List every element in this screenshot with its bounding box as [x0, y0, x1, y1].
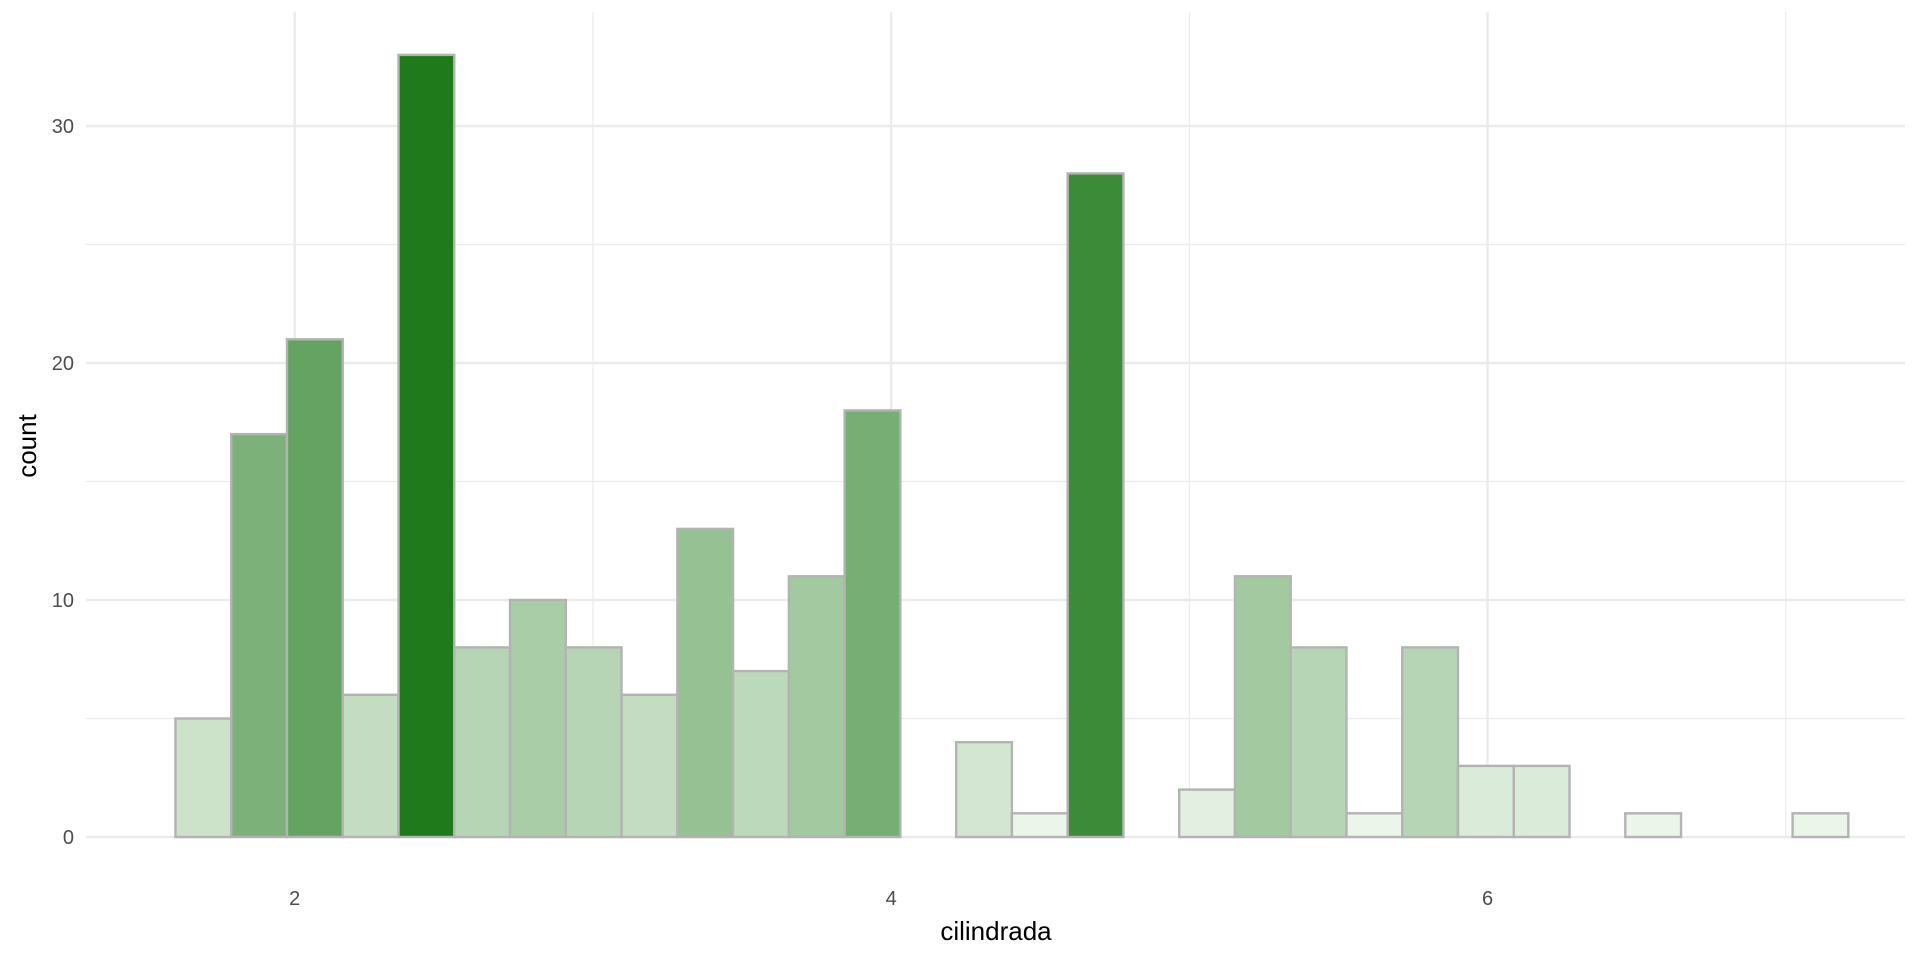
histogram-bar: [954, 741, 1014, 839]
histogram-bar: [676, 527, 735, 839]
x-tick-label: 2: [289, 888, 300, 910]
y-axis-title: count: [12, 413, 42, 477]
histogram-bar: [1289, 646, 1348, 839]
histogram-bar: [1177, 788, 1237, 839]
histogram-bar: [453, 646, 512, 839]
histogram-bar: [1233, 575, 1292, 839]
bars: [174, 53, 1850, 839]
y-tick-label: 0: [63, 827, 74, 849]
y-tick-label: 10: [52, 590, 74, 612]
x-tick-label: 4: [886, 888, 897, 910]
x-tick-label: 6: [1482, 888, 1493, 910]
histogram-bar: [1791, 812, 1850, 839]
histogram-bar: [1066, 172, 1125, 839]
histogram-bar: [564, 646, 623, 839]
histogram-bar: [341, 693, 400, 839]
x-axis-title: cilindrada: [940, 916, 1052, 946]
histogram-bar: [731, 669, 791, 839]
histogram-bar: [397, 53, 456, 839]
histogram-bar: [843, 409, 902, 839]
histogram-bar: [1345, 812, 1404, 839]
histogram-bar: [1401, 646, 1460, 839]
x-tick-labels: 2 4 6: [289, 888, 1493, 910]
y-tick-label: 30: [52, 116, 74, 138]
histogram-bar: [1624, 812, 1683, 839]
histogram-bar: [508, 598, 567, 839]
histogram-bar: [787, 575, 846, 839]
histogram-bar: [1512, 764, 1571, 839]
histogram-bar: [285, 338, 344, 839]
histogram-bar: [1456, 764, 1515, 839]
histogram-bar: [620, 693, 679, 839]
y-tick-labels: 0 10 20 30: [52, 116, 74, 849]
histogram-bar: [1010, 812, 1069, 839]
histogram-bar: [174, 717, 233, 839]
histogram-bar: [230, 432, 289, 839]
y-tick-label: 20: [52, 353, 74, 375]
